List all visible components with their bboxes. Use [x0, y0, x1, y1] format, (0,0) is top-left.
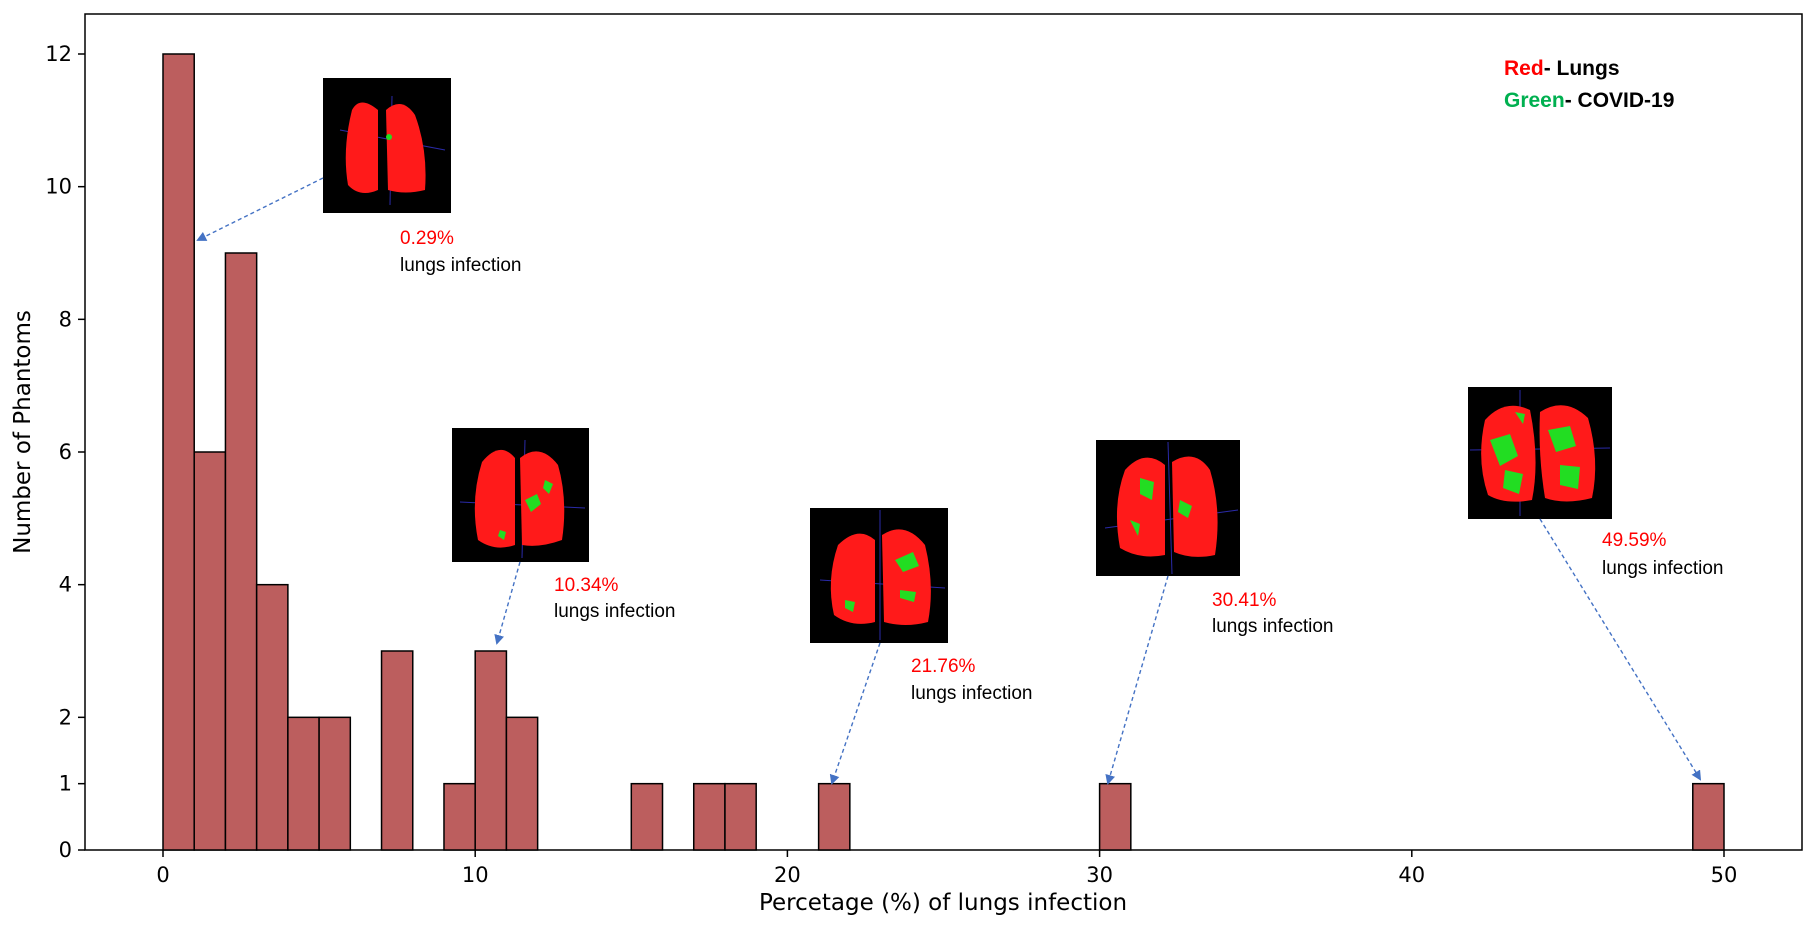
annotation-3-text: lungs infection	[911, 683, 1032, 704]
histogram-bar-7	[443, 782, 476, 851]
histogram-bar-15	[1692, 782, 1725, 851]
lung-render-thumbnail-3	[810, 508, 948, 643]
annotation-4-percent: 30.41%	[1212, 590, 1277, 611]
annotation-arrow-2	[494, 561, 521, 645]
histogram-bar-13	[817, 782, 851, 851]
legend-entry-green: Green- COVID-19	[1504, 89, 1674, 112]
lung-render-thumbnail-2	[452, 428, 589, 562]
y-tick-label-4: 6	[59, 440, 72, 464]
legend-entry-red: Red- Lungs	[1504, 57, 1620, 80]
annotation-arrows	[196, 177, 1702, 785]
annotation-2-percent: 10.34%	[554, 575, 619, 596]
histogram-bar-2	[224, 252, 258, 851]
annotation-1-percent: 0.29%	[400, 228, 454, 249]
y-axis-label: Number of Phantoms	[10, 310, 36, 554]
histogram-bar-12	[724, 782, 757, 851]
histogram-bar-11	[692, 782, 726, 851]
histogram-bar-6	[380, 650, 414, 851]
legend-green-suffix: - COVID-19	[1565, 89, 1675, 112]
annotation-arrow-1	[196, 177, 324, 241]
annotation-arrow-5	[1539, 518, 1702, 781]
annotation-3-percent: 21.76%	[911, 656, 976, 677]
histogram-bar-1	[193, 451, 227, 851]
annotation-1-text: lungs infection	[400, 255, 521, 276]
lung-render-thumbnail-4	[1096, 440, 1240, 576]
lung-render-thumbnail-5	[1468, 387, 1612, 519]
lung-render-thumbnail-1	[323, 78, 451, 213]
y-tick-label-2: 2	[59, 705, 72, 729]
annotation-4-text: lungs infection	[1212, 616, 1333, 637]
y-tick-label-6: 10	[45, 175, 72, 199]
y-tick-label-5: 8	[59, 307, 72, 331]
annotation-2-text: lungs infection	[554, 601, 675, 622]
histogram-bar-0	[162, 53, 195, 851]
histogram-bar-9	[505, 716, 539, 851]
annotation-arrow-3	[829, 642, 881, 785]
x-axis-label: Percetage (%) of lungs infection	[759, 890, 1127, 916]
histogram-bar-10	[630, 782, 664, 851]
annotation-5-text: lungs infection	[1602, 558, 1723, 579]
legend-red-suffix: - Lungs	[1544, 57, 1620, 80]
histogram-bar-8	[474, 650, 508, 851]
annotation-5-percent: 49.59%	[1602, 530, 1667, 551]
x-tick-label-1: 10	[462, 863, 489, 887]
legend-red-word: Red	[1504, 57, 1544, 80]
legend: Red- Lungs Green- COVID-19	[1504, 57, 1674, 112]
y-tick-label-7: 12	[45, 42, 72, 66]
x-tick-label-4: 40	[1398, 863, 1425, 887]
y-tick-label-3: 4	[59, 573, 72, 597]
x-tick-label-2: 20	[774, 863, 801, 887]
bars-layer	[162, 53, 1725, 851]
histogram-bar-3	[255, 583, 289, 851]
legend-green-word: Green	[1504, 89, 1565, 112]
x-tick-label-0: 0	[156, 863, 169, 887]
x-axis-ticks: 0 10 20 30 40 50	[156, 850, 1737, 887]
x-tick-label-3: 30	[1086, 863, 1113, 887]
histogram-bar-14	[1098, 782, 1132, 851]
annotation-arrow-4	[1105, 575, 1169, 785]
x-tick-label-5: 50	[1711, 863, 1738, 887]
y-tick-label-0: 0	[59, 838, 72, 862]
histogram-bar-5	[318, 716, 352, 851]
y-tick-label-1: 1	[59, 772, 72, 796]
histogram-bar-4	[287, 716, 320, 851]
